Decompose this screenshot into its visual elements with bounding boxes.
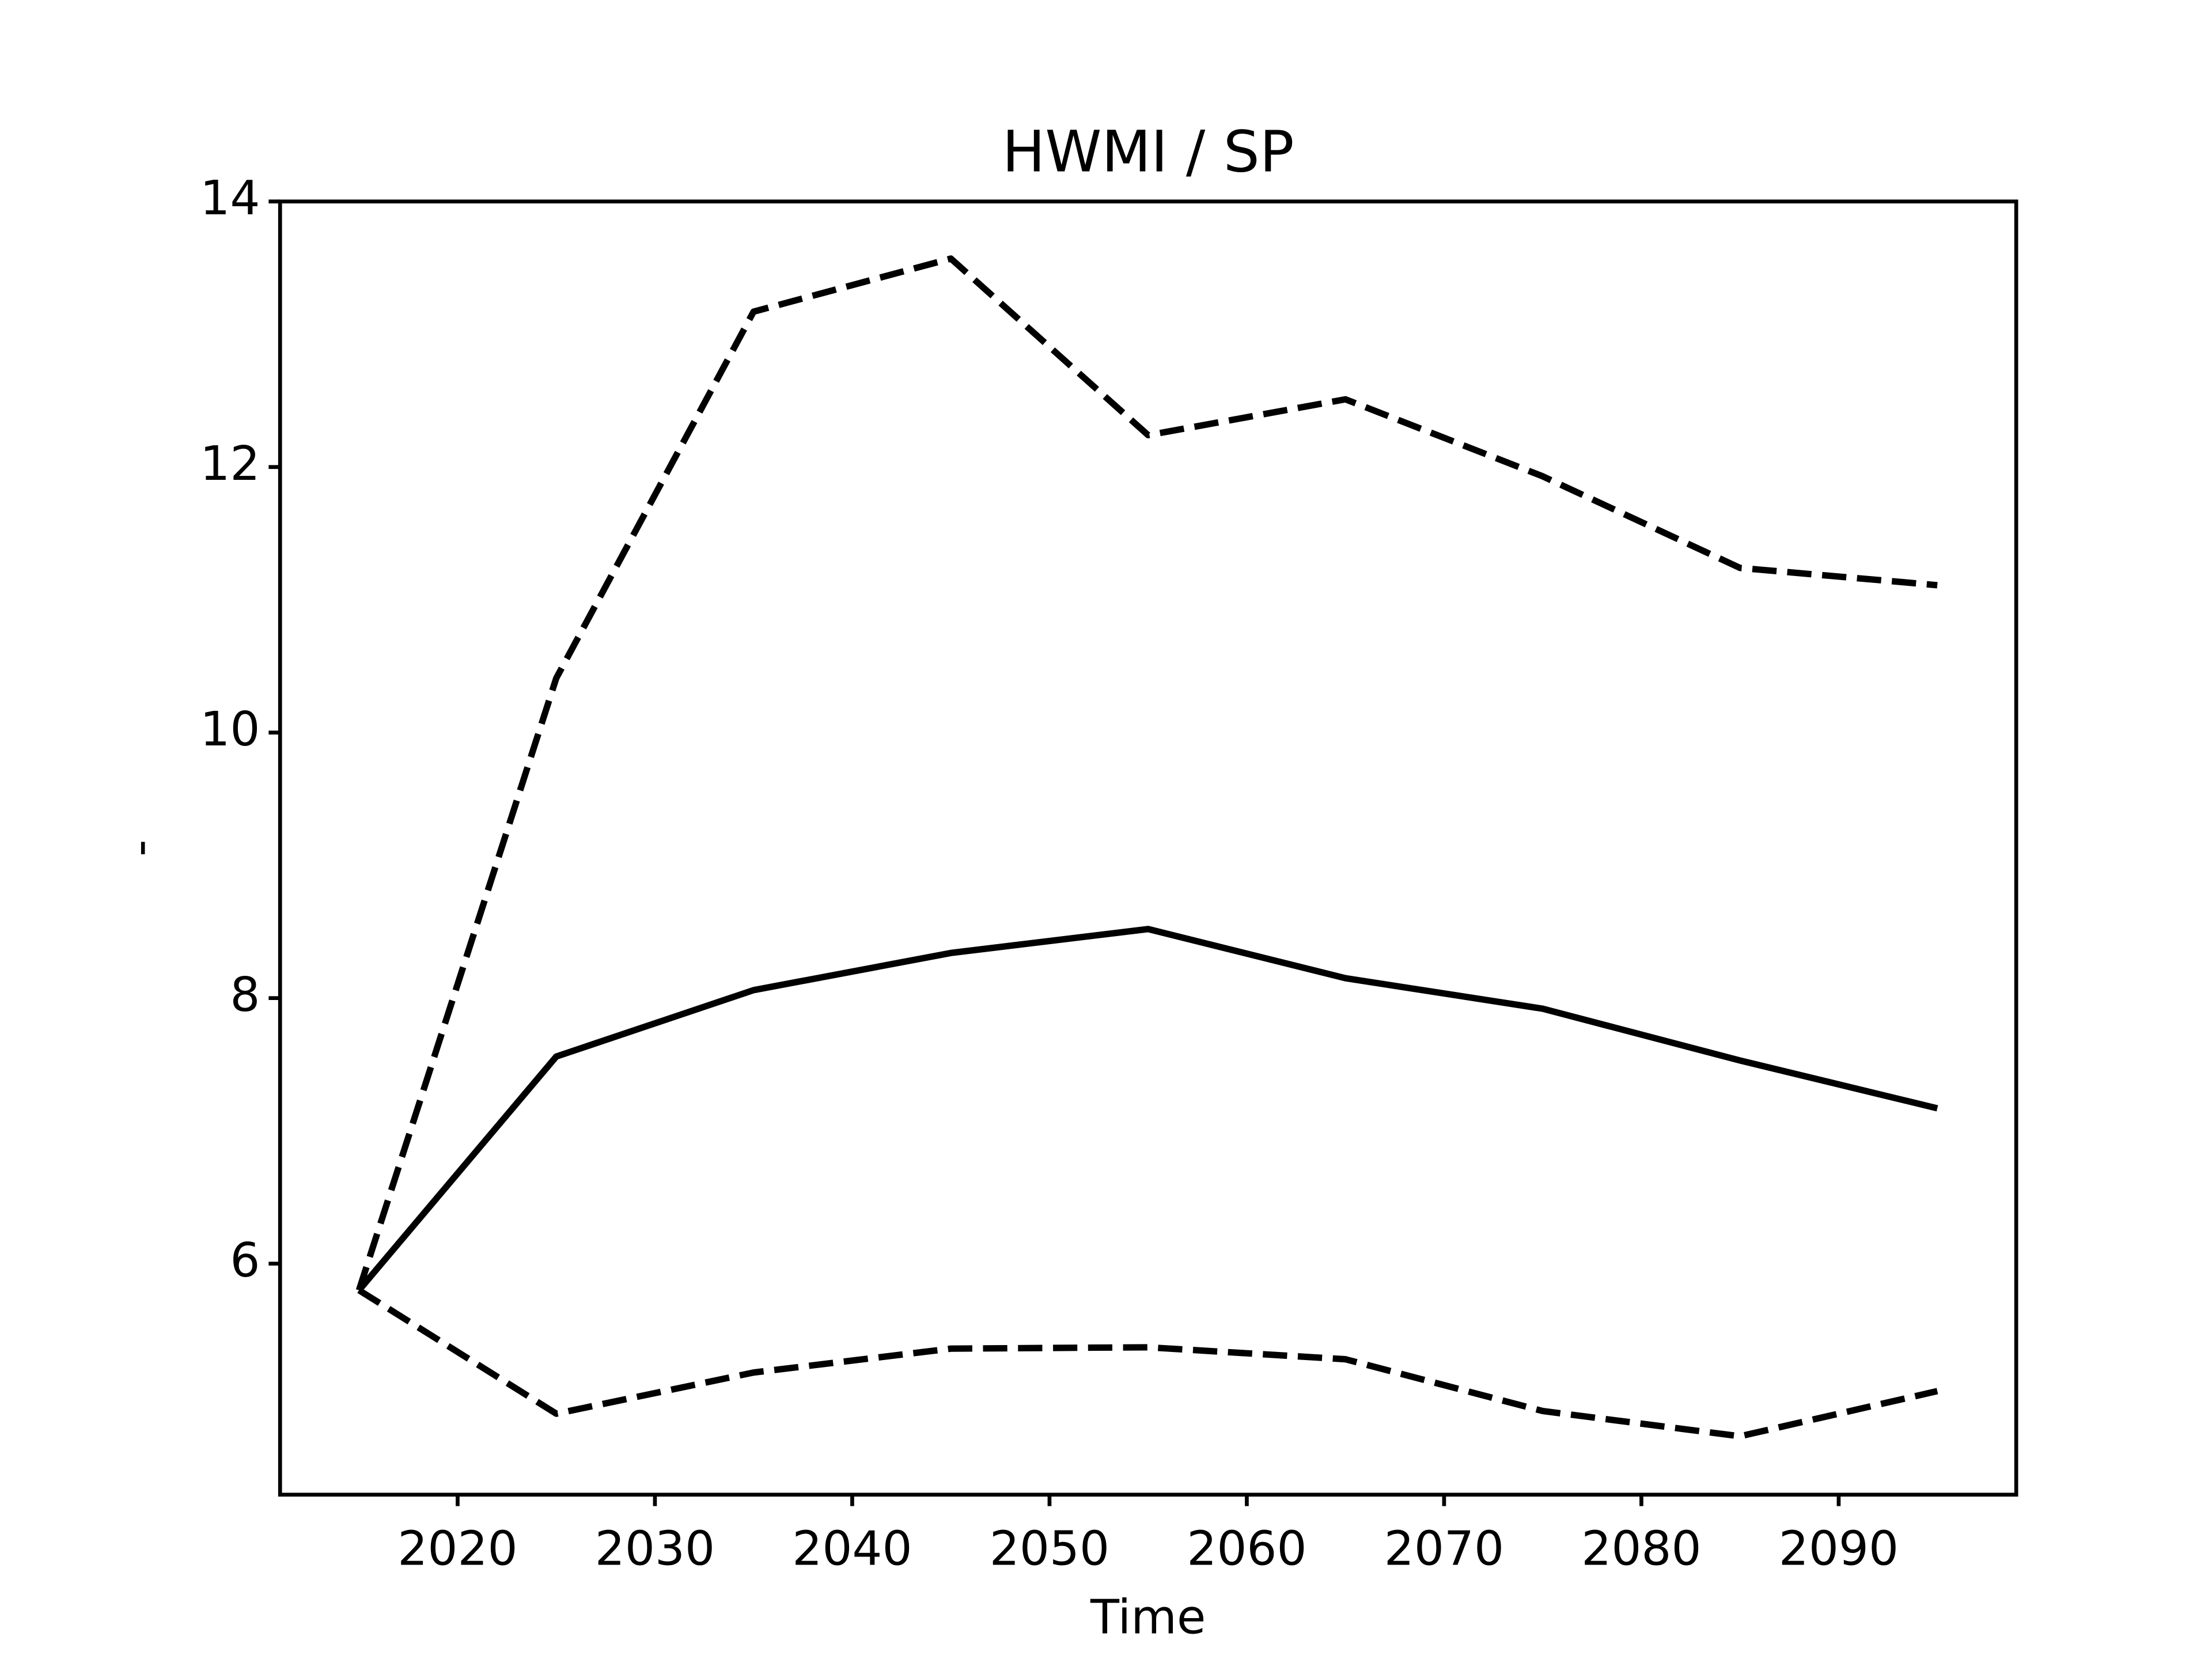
- data-line: [357, 1287, 1938, 1440]
- x-axis-label: Time: [1090, 1590, 1206, 1645]
- chart-title: HWMI / SP: [1002, 119, 1294, 185]
- plot-frame: [278, 199, 2018, 1497]
- x-tick-label: 2040: [792, 1521, 912, 1576]
- y-tick-label: 6: [230, 1233, 260, 1288]
- y-axis-label: -: [113, 839, 168, 857]
- y-tick-label: 14: [200, 171, 260, 226]
- x-tick-label: 2030: [595, 1521, 715, 1576]
- y-tick-label: 10: [200, 702, 260, 757]
- y-tick-label: 12: [200, 437, 260, 491]
- y-tick-label: 8: [230, 968, 260, 1022]
- data-line: [356, 926, 1938, 1293]
- x-tick-label: 2090: [1779, 1521, 1899, 1576]
- x-tick-label: 2080: [1581, 1521, 1701, 1576]
- x-tick-label: 2020: [397, 1521, 517, 1576]
- x-tick-label: 2050: [990, 1521, 1109, 1576]
- x-tick-label: 2070: [1384, 1521, 1504, 1576]
- x-tick-label: 2060: [1187, 1521, 1306, 1576]
- data-line: [355, 255, 1938, 1291]
